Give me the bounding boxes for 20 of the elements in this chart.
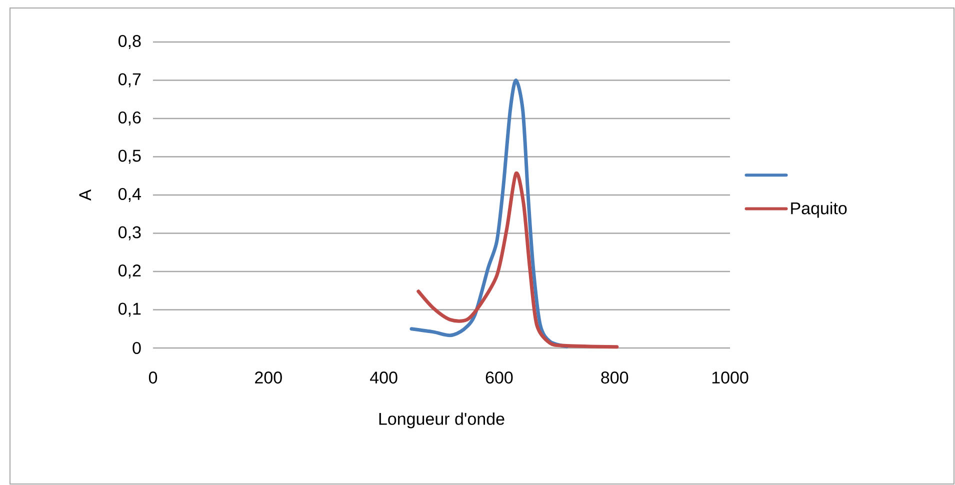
x-axis-title: Longueur d'onde — [379, 412, 504, 428]
y-tick-label: 0,5 — [118, 150, 141, 164]
x-tick-label: 600 — [486, 372, 513, 384]
y-tick-label: 0,4 — [118, 188, 141, 202]
line-series — [410, 78, 568, 348]
y-tick-label: 0,6 — [118, 111, 141, 126]
y-tick-label: 0,3 — [118, 226, 141, 240]
x-tick-label: 1000 — [712, 372, 748, 384]
x-tick-label: 200 — [255, 372, 282, 384]
y-tick-label: 0,7 — [118, 73, 141, 88]
y-tick-label: 0,8 — [118, 34, 141, 50]
y-tick-label: 0 — [132, 342, 141, 354]
legend-label: Paquito — [791, 202, 847, 218]
y-tick-label: 0,2 — [118, 264, 141, 279]
y-axis-title: A — [79, 189, 91, 201]
line-series — [416, 172, 619, 349]
x-tick-label: 800 — [601, 372, 628, 384]
x-tick-label: 400 — [370, 372, 398, 384]
y-tick-label: 0,1 — [118, 302, 141, 317]
x-tick-label: 0 — [148, 372, 158, 384]
